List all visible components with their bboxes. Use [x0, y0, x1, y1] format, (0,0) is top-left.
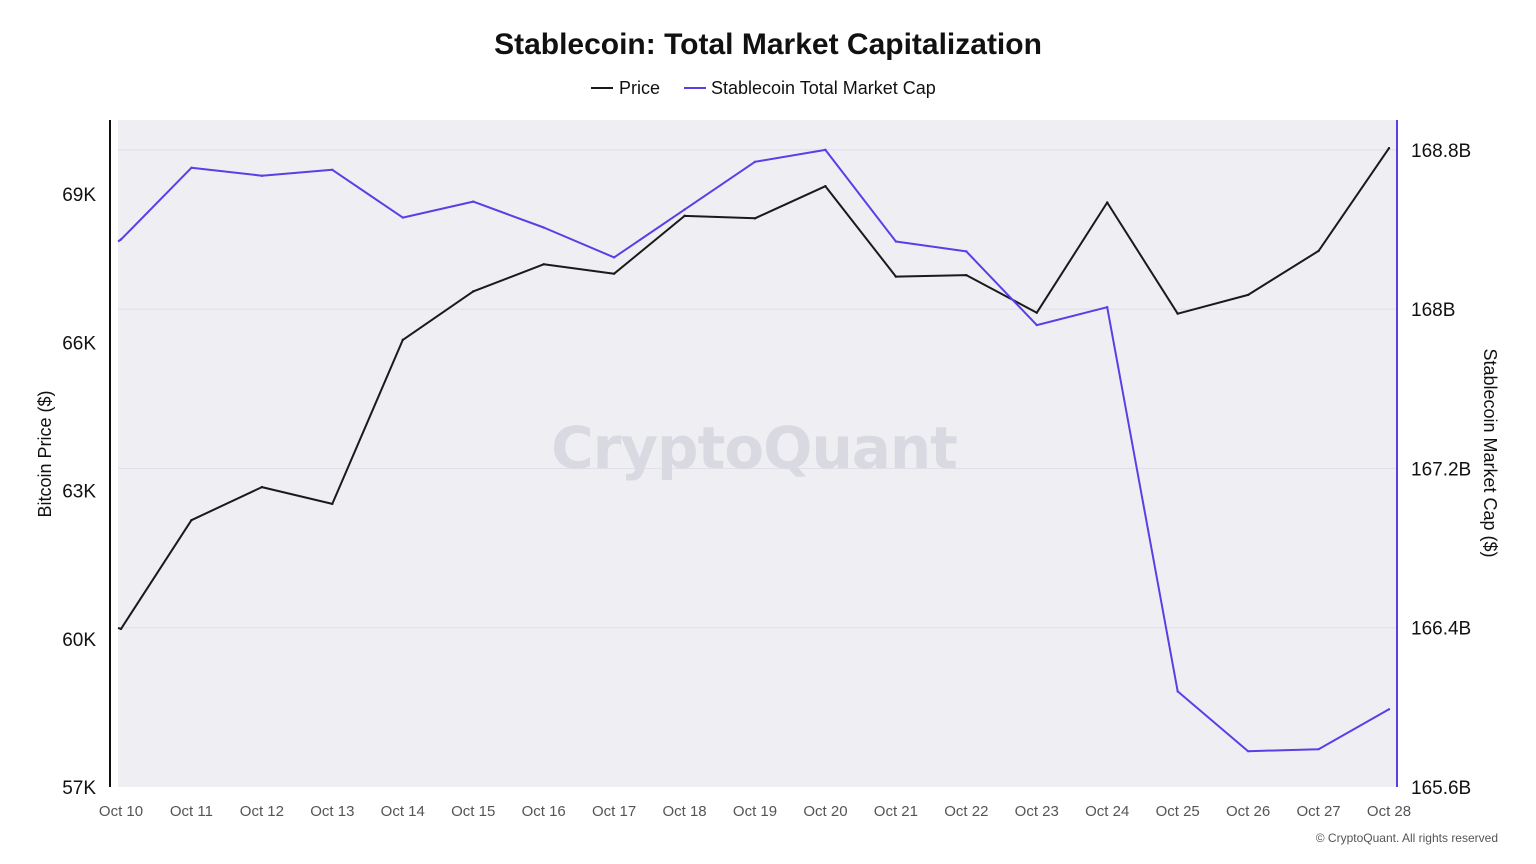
- x-tick-label: Oct 12: [240, 803, 284, 820]
- y-right-tick-label: 165.6B: [1411, 778, 1471, 799]
- y-left-tick-label: 69K: [62, 185, 96, 206]
- price-point[interactable]: [1387, 146, 1391, 150]
- x-axis-ticks: Oct 10 Oct 11 Oct 12 Oct 13 Oct 14 Oct 15 Oct …: [99, 803, 1411, 820]
- price-point[interactable]: [894, 275, 898, 278]
- x-tick-label: Oct 25: [1156, 803, 1200, 820]
- stablecoin-point[interactable]: [1246, 749, 1250, 753]
- stablecoin-point[interactable]: [612, 256, 616, 259]
- price-point[interactable]: [753, 217, 757, 220]
- y-left-tick-label: 63K: [62, 482, 96, 503]
- x-tick-label: Oct 16: [522, 803, 566, 820]
- y-left-tick-label: 66K: [62, 333, 96, 354]
- stablecoin-point[interactable]: [683, 208, 686, 211]
- stablecoin-point[interactable]: [1176, 690, 1179, 693]
- x-tick-label: Oct 26: [1226, 803, 1270, 820]
- stablecoin-point[interactable]: [753, 160, 757, 164]
- plot-area: [118, 120, 1397, 787]
- watermark: CryptoQuant: [551, 414, 957, 482]
- legend-label-price[interactable]: Price: [619, 78, 660, 98]
- price-point[interactable]: [472, 290, 475, 293]
- x-tick-label: Oct 22: [944, 803, 988, 820]
- stablecoin-point[interactable]: [542, 226, 545, 229]
- y-right-tick-label: 167.2B: [1411, 459, 1471, 480]
- stablecoin-point[interactable]: [119, 238, 123, 241]
- gridlines: [118, 149, 1397, 629]
- price-point[interactable]: [824, 185, 827, 188]
- price-point[interactable]: [401, 338, 404, 342]
- stablecoin-point[interactable]: [190, 166, 193, 169]
- stablecoin-market-cap-line[interactable]: [117, 148, 1390, 753]
- stablecoin-point[interactable]: [894, 240, 898, 243]
- legend: Price Stablecoin Total Market Cap: [591, 78, 936, 98]
- stablecoin-point[interactable]: [824, 148, 827, 152]
- right-axis-title: Stablecoin Market Cap ($): [1480, 348, 1500, 557]
- price-point[interactable]: [1176, 312, 1179, 315]
- y-right-tick-label: 168.8B: [1411, 141, 1471, 162]
- y-left-tick-label: 57K: [62, 778, 96, 799]
- x-tick-label: Oct 27: [1296, 803, 1340, 820]
- price-point[interactable]: [683, 214, 686, 218]
- x-tick-label: Oct 21: [874, 803, 918, 820]
- x-tick-label: Oct 15: [451, 803, 495, 820]
- x-tick-label: Oct 17: [592, 803, 636, 820]
- price-point[interactable]: [612, 272, 616, 275]
- x-tick-label: Oct 23: [1015, 803, 1059, 820]
- price-point[interactable]: [1106, 201, 1109, 204]
- stablecoin-point[interactable]: [472, 200, 475, 203]
- price-point[interactable]: [1317, 249, 1320, 253]
- price-point[interactable]: [965, 273, 968, 277]
- x-tick-label: Oct 24: [1085, 803, 1129, 820]
- x-tick-label: Oct 18: [662, 803, 706, 820]
- y-right-tick-label: 168B: [1411, 300, 1455, 321]
- x-tick-label: Oct 20: [803, 803, 847, 820]
- chart-title: Stablecoin: Total Market Capitalization: [494, 28, 1042, 61]
- price-point[interactable]: [331, 502, 334, 506]
- x-tick-label: Oct 14: [381, 803, 425, 820]
- y-right-tick-label: 166.4B: [1411, 619, 1471, 640]
- price-line[interactable]: [117, 147, 1390, 630]
- price-point[interactable]: [542, 263, 545, 266]
- x-tick-label: Oct 28: [1367, 803, 1411, 820]
- price-point[interactable]: [1035, 311, 1038, 314]
- price-point[interactable]: [260, 485, 264, 489]
- price-point[interactable]: [1246, 293, 1250, 297]
- stablecoin-point[interactable]: [1317, 747, 1320, 751]
- y-left-tick-label: 60K: [62, 630, 96, 651]
- left-axis-ticks: 57K 60K 63K 66K 69K: [62, 185, 96, 799]
- price-point[interactable]: [190, 519, 193, 522]
- left-axis-title: Bitcoin Price ($): [35, 390, 55, 517]
- stablecoin-point[interactable]: [331, 168, 334, 171]
- series-layer: [117, 146, 1391, 753]
- x-tick-label: Oct 13: [310, 803, 354, 820]
- stablecoin-point[interactable]: [1387, 708, 1391, 711]
- x-tick-label: Oct 10: [99, 803, 143, 820]
- stablecoin-point[interactable]: [1106, 305, 1109, 309]
- stablecoin-point[interactable]: [965, 250, 968, 253]
- x-tick-label: Oct 19: [733, 803, 777, 820]
- right-axis-ticks: 165.6B 166.4B 167.2B 168B 168.8B: [1411, 141, 1471, 799]
- x-tick-label: Oct 11: [170, 803, 213, 820]
- stablecoin-point[interactable]: [260, 174, 264, 177]
- price-point[interactable]: [119, 627, 123, 631]
- stablecoin-point[interactable]: [401, 216, 404, 219]
- stablecoin-point[interactable]: [1035, 323, 1038, 327]
- copyright-notice: © CryptoQuant. All rights reserved: [1316, 831, 1498, 845]
- legend-label-stablecoin[interactable]: Stablecoin Total Market Cap: [711, 78, 936, 98]
